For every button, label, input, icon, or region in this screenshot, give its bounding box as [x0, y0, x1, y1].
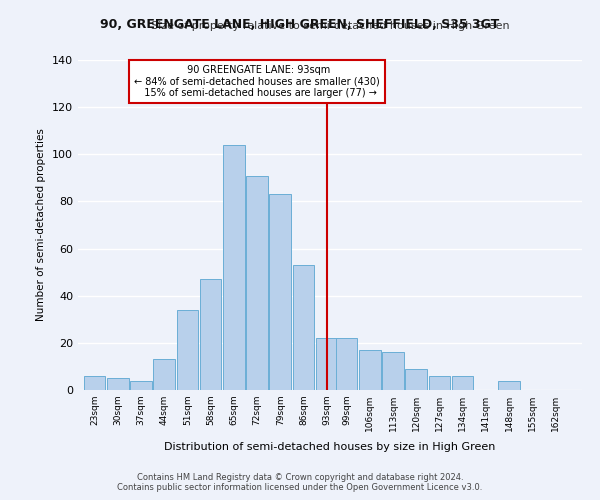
- Bar: [428, 376, 450, 390]
- Text: Contains HM Land Registry data © Crown copyright and database right 2024.
Contai: Contains HM Land Registry data © Crown c…: [118, 473, 482, 492]
- Bar: [176, 310, 198, 390]
- Text: 90, GREENGATE LANE, HIGH GREEN, SHEFFIELD, S35 3GT: 90, GREENGATE LANE, HIGH GREEN, SHEFFIEL…: [100, 18, 500, 30]
- Bar: [84, 376, 106, 390]
- Text: 90 GREENGATE LANE: 93sqm
← 84% of semi-detached houses are smaller (430)
  15% o: 90 GREENGATE LANE: 93sqm ← 84% of semi-d…: [134, 64, 380, 98]
- Bar: [269, 194, 291, 390]
- Bar: [498, 380, 520, 390]
- Bar: [293, 265, 314, 390]
- Bar: [107, 378, 128, 390]
- Bar: [336, 338, 358, 390]
- Bar: [406, 369, 427, 390]
- X-axis label: Distribution of semi-detached houses by size in High Green: Distribution of semi-detached houses by …: [164, 442, 496, 452]
- Bar: [359, 350, 380, 390]
- Title: Size of property relative to semi-detached houses in High Green: Size of property relative to semi-detach…: [151, 22, 509, 32]
- Bar: [246, 176, 268, 390]
- Bar: [130, 380, 152, 390]
- Bar: [382, 352, 404, 390]
- Bar: [154, 360, 175, 390]
- Bar: [223, 145, 245, 390]
- Bar: [316, 338, 337, 390]
- Y-axis label: Number of semi-detached properties: Number of semi-detached properties: [37, 128, 46, 322]
- Bar: [200, 279, 221, 390]
- Bar: [452, 376, 473, 390]
